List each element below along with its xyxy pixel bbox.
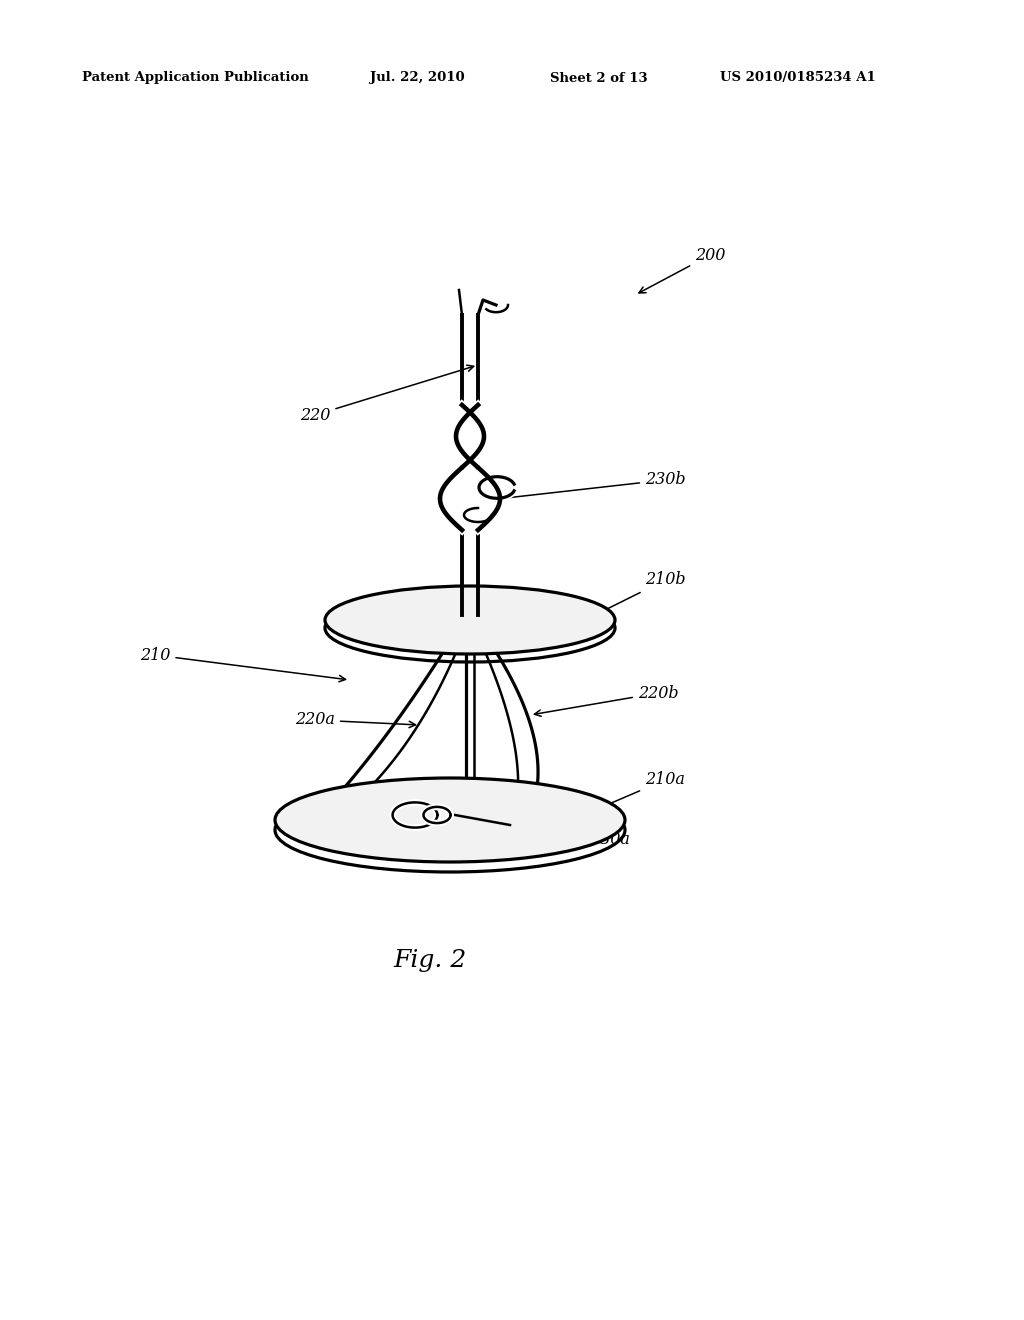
Text: 200: 200 bbox=[639, 247, 725, 293]
Text: 220b: 220b bbox=[535, 685, 679, 717]
Ellipse shape bbox=[325, 586, 615, 653]
Text: 210a: 210a bbox=[599, 771, 685, 809]
Text: Patent Application Publication: Patent Application Publication bbox=[82, 71, 309, 84]
Ellipse shape bbox=[275, 777, 625, 862]
Text: 220a: 220a bbox=[295, 711, 416, 729]
Text: Sheet 2 of 13: Sheet 2 of 13 bbox=[550, 71, 647, 84]
Text: Jul. 22, 2010: Jul. 22, 2010 bbox=[370, 71, 465, 84]
Text: US 2010/0185234 A1: US 2010/0185234 A1 bbox=[720, 71, 876, 84]
Text: 210b: 210b bbox=[599, 572, 686, 612]
Text: 230a: 230a bbox=[444, 828, 630, 849]
Text: 230b: 230b bbox=[493, 471, 686, 502]
Text: Fig. 2: Fig. 2 bbox=[393, 949, 467, 972]
Text: 210: 210 bbox=[140, 647, 345, 682]
Text: 220: 220 bbox=[300, 366, 474, 424]
